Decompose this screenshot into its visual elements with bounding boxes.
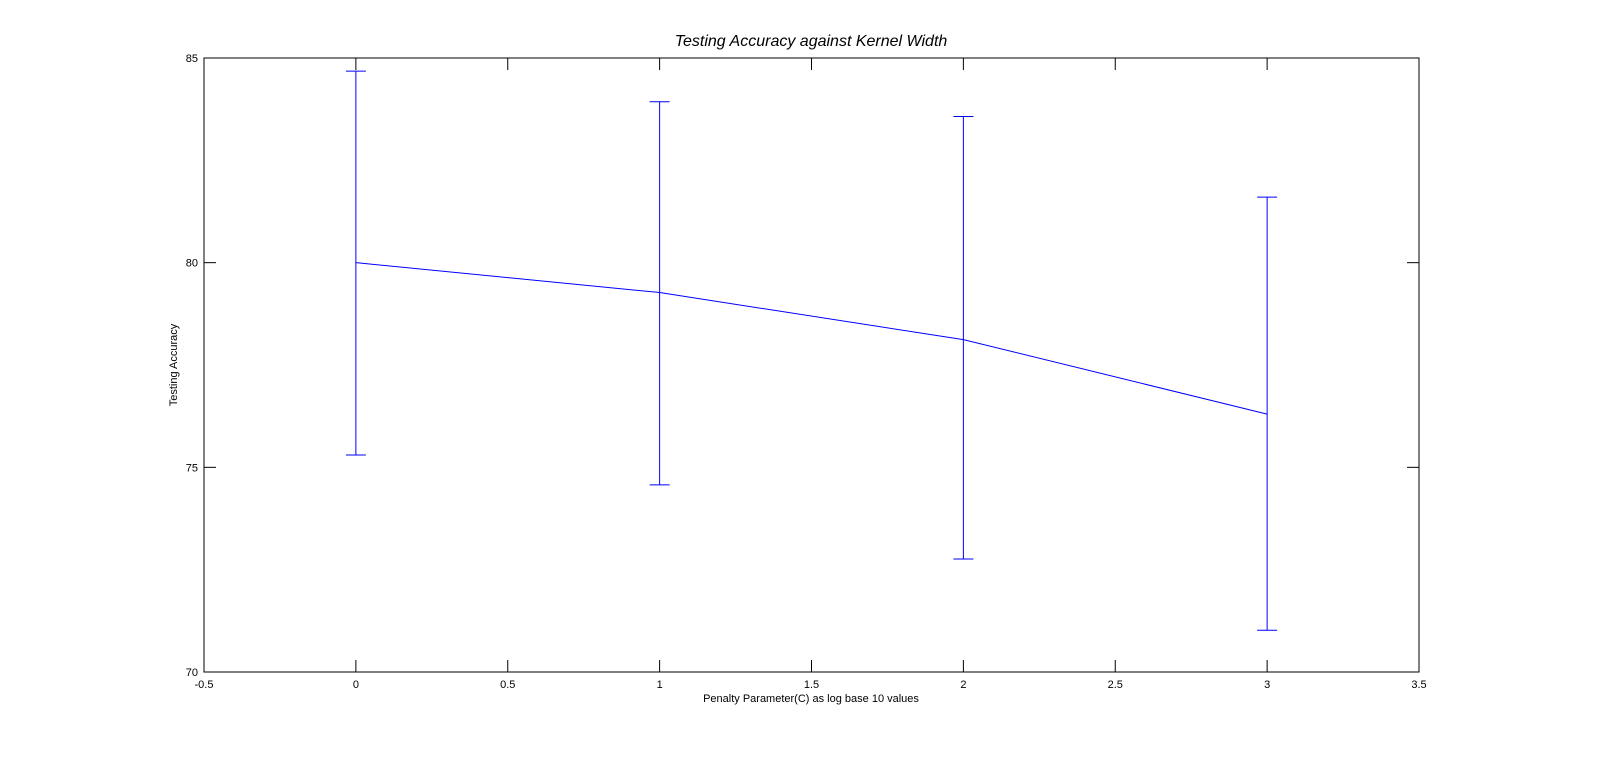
x-tick-label: 2: [960, 679, 966, 691]
ticks-layer: -0.5 0 0.5 1 1.5 2 2.5 3 3.5 70 75 80 85: [186, 53, 1427, 691]
x-tick-label: -0.5: [195, 679, 214, 691]
x-tick-label: 3.5: [1411, 679, 1426, 691]
x-tick-label: 1: [657, 679, 663, 691]
x-tick-label: 0: [353, 679, 359, 691]
y-axis-label: Testing Accuracy: [168, 323, 180, 406]
y-tick-label: 70: [186, 667, 198, 679]
series-layer: [345, 70, 1278, 631]
y-tick-label: 75: [186, 462, 198, 474]
plot-area: [203, 57, 1420, 673]
y-tick-label: 85: [186, 53, 198, 65]
x-tick-label: 0.5: [500, 679, 515, 691]
y-tick-label: 80: [186, 258, 198, 270]
x-tick-label: 2.5: [1108, 679, 1123, 691]
x-axis-label: Penalty Parameter(C) as log base 10 valu…: [703, 693, 919, 705]
x-tick-label: 1.5: [804, 679, 819, 691]
series-line: [355, 262, 1268, 415]
chart-title: Testing Accuracy against Kernel Width: [675, 33, 948, 50]
x-tick-label: 3: [1264, 679, 1270, 691]
